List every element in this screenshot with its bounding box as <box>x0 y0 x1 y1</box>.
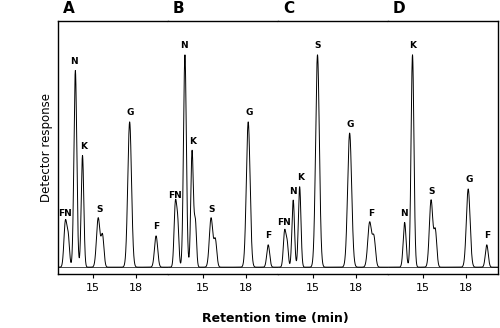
Text: S: S <box>96 205 103 214</box>
Text: N: N <box>70 57 78 66</box>
Text: N: N <box>288 187 296 196</box>
Text: K: K <box>297 173 304 182</box>
Text: G: G <box>245 109 252 117</box>
Text: F: F <box>368 209 374 218</box>
Text: F: F <box>484 231 490 240</box>
Text: G: G <box>347 120 354 129</box>
Text: S: S <box>428 187 435 196</box>
Text: G: G <box>127 109 134 117</box>
Text: K: K <box>409 41 416 51</box>
Text: S: S <box>314 41 321 51</box>
Text: N: N <box>180 41 188 51</box>
Text: N: N <box>400 209 407 218</box>
Text: B: B <box>173 1 184 16</box>
Text: S: S <box>208 205 215 214</box>
Text: C: C <box>283 1 294 16</box>
Text: FN: FN <box>277 218 291 227</box>
Text: K: K <box>190 137 196 147</box>
Text: Retention time (min): Retention time (min) <box>202 312 348 325</box>
Text: F: F <box>153 222 159 232</box>
Text: A: A <box>63 1 75 16</box>
Text: G: G <box>465 175 472 184</box>
Text: FN: FN <box>168 191 181 200</box>
Text: FN: FN <box>58 209 72 218</box>
Text: K: K <box>80 142 87 151</box>
Text: D: D <box>393 1 406 16</box>
Text: F: F <box>265 231 272 240</box>
Y-axis label: Detector response: Detector response <box>40 93 54 202</box>
